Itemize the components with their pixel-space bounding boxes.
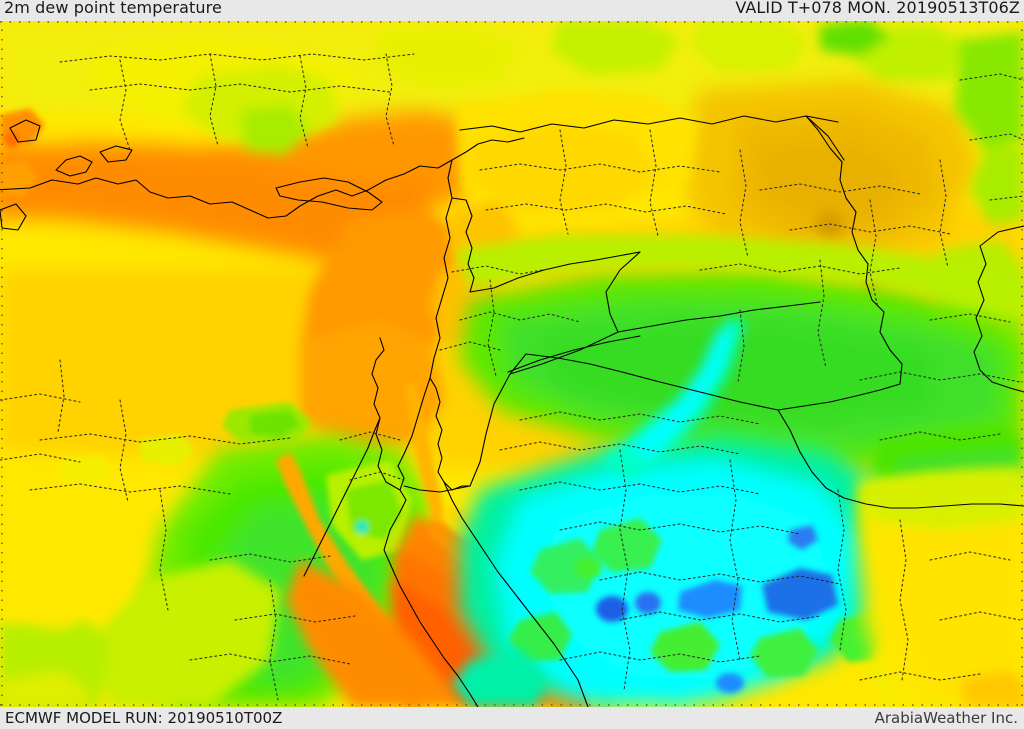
header-bar: 2m dew point temperature VALID T+078 MON… [0,0,1024,21]
valid-time-label: VALID T+078 MON. 20190513T06Z [735,0,1020,17]
provider-credit: ArabiaWeather Inc. [874,709,1018,727]
model-run-label: ECMWF MODEL RUN: 20190510T00Z [5,709,283,727]
dew-point-contour-field [0,20,1024,707]
forecast-map[interactable] [0,20,1024,707]
page-title: 2m dew point temperature [4,0,222,17]
footer-bar: ECMWF MODEL RUN: 20190510T00Z ArabiaWeat… [0,707,1024,729]
